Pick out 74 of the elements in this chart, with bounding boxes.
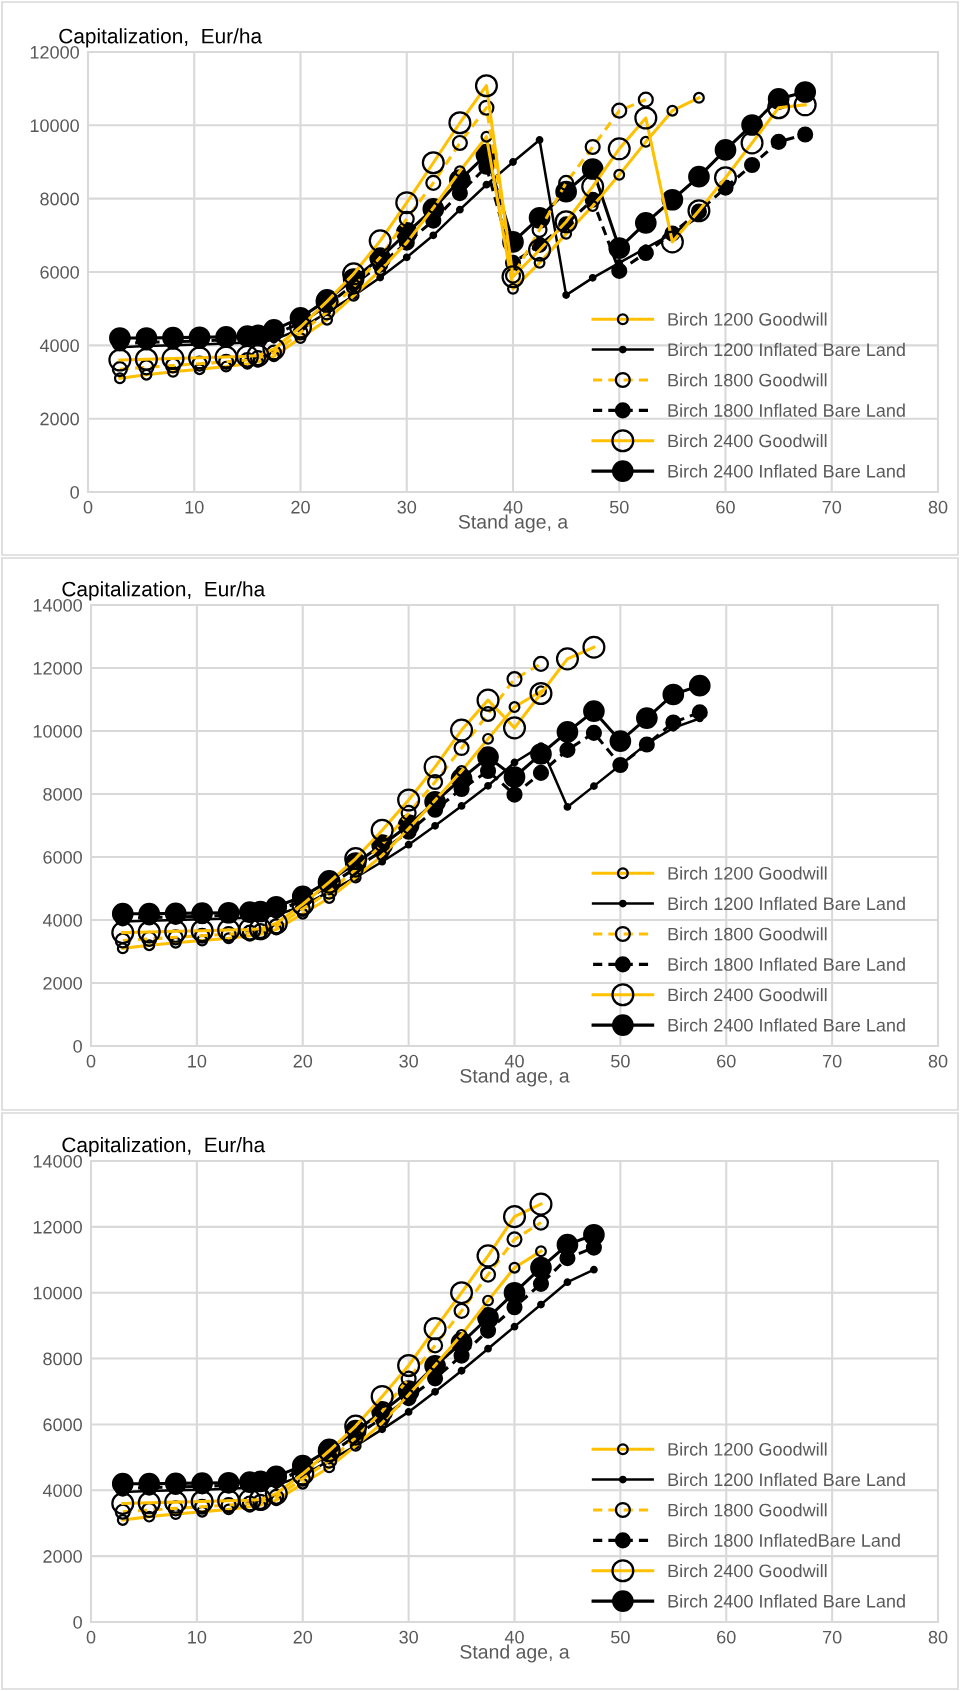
x-tick-label: 30 (397, 500, 417, 514)
legend-label: Birch 2400 Goodwill (668, 433, 827, 448)
legend-label: Birch 1200 Inflated Bare Land (668, 896, 905, 911)
x-tick-label: 50 (609, 500, 629, 514)
x-tick-label: 20 (293, 1054, 313, 1068)
y-tick-label: 2000 (43, 976, 82, 990)
y-tick-label: 4000 (39, 339, 79, 353)
x-tick-label: 40 (504, 1054, 524, 1068)
y-tick-label: 12000 (30, 45, 79, 59)
y-tick-label: 2000 (40, 412, 79, 426)
legend-label: Birch 1800 Goodwill (668, 373, 827, 387)
x-tick-label: 70 (823, 1054, 842, 1068)
y-tick-label: 10000 (33, 724, 82, 738)
y-tick-label: 2000 (43, 1550, 82, 1563)
x-tick-label: 0 (86, 1054, 96, 1068)
y-tick-label: 10000 (30, 119, 79, 133)
x-tick-label: 50 (611, 1054, 630, 1068)
y-tick-label: 14000 (33, 598, 82, 612)
legend-label: Birch 2400 Goodwill (668, 987, 827, 1002)
legend-label: Birch 1800 Inflated Bare Land (668, 403, 905, 417)
y-tick-label: 12000 (33, 1220, 82, 1234)
x-axis-title: Stand age, a (458, 514, 569, 533)
legend-label: Birch 1200 Goodwill (668, 1442, 827, 1456)
x-tick-label: 10 (188, 1630, 207, 1644)
y-tick-label: 0 (73, 1039, 82, 1053)
y-tick-label: 14000 (33, 1154, 82, 1168)
x-tick-label: 70 (823, 1630, 842, 1644)
legend-label: Birch 1800 Goodwill (668, 1503, 827, 1517)
y-tick-label: 8000 (43, 787, 82, 801)
legend-label: Birch 2400 Inflated Bare Land (668, 1594, 905, 1608)
x-tick-label: 50 (611, 1630, 630, 1644)
legend-label: Birch 1200 Inflated Bare Land (668, 1472, 905, 1487)
legend-label: Birch 2400 Goodwill (668, 1563, 827, 1578)
y-tick-label: 0 (73, 1615, 82, 1629)
x-tick-label: 80 (928, 1054, 948, 1068)
x-tick-label: 60 (716, 500, 735, 514)
y-tick-label: 12000 (33, 661, 82, 675)
y-tick-label: 6000 (40, 265, 79, 279)
legend-label: Birch 1200 Goodwill (668, 866, 827, 880)
chart-title: Capitalization, Eur/ha (62, 581, 266, 601)
x-tick-label: 80 (928, 1630, 948, 1644)
x-tick-label: 30 (399, 1054, 418, 1068)
x-tick-label: 20 (293, 1630, 313, 1644)
legend-label: Birch 1200 Goodwill (668, 312, 827, 326)
chart-title: Capitalization, Eur/ha (62, 1136, 266, 1157)
x-tick-label: 40 (504, 1630, 524, 1644)
x-tick-label: 60 (717, 1054, 736, 1068)
y-tick-label: 8000 (43, 1352, 82, 1366)
y-tick-label: 10000 (33, 1286, 82, 1300)
x-tick-label: 30 (399, 1630, 418, 1644)
y-tick-label: 4000 (42, 913, 82, 927)
x-tick-label: 80 (928, 500, 948, 514)
legend-label: Birch 1200 Inflated Bare Land (668, 342, 905, 357)
y-tick-label: 8000 (40, 192, 79, 206)
x-tick-label: 20 (291, 500, 310, 514)
legend-label: Birch 1800 Inflated Bare Land (668, 957, 905, 971)
x-tick-label: 10 (185, 500, 204, 514)
x-tick-label: 40 (503, 500, 523, 514)
y-tick-label: 4000 (42, 1484, 82, 1498)
y-tick-label: 6000 (43, 850, 82, 864)
x-tick-label: 10 (188, 1054, 207, 1068)
y-tick-label: 6000 (43, 1418, 82, 1432)
legend-label: Birch 1800 InflatedBare Land (668, 1533, 900, 1547)
legend-label: Birch 1800 Goodwill (668, 927, 827, 941)
x-tick-label: 0 (83, 500, 93, 514)
x-axis-title: Stand age, a (460, 1644, 570, 1663)
legend-label: Birch 2400 Inflated Bare Land (668, 464, 905, 478)
x-tick-label: 0 (86, 1630, 96, 1644)
x-tick-label: 60 (717, 1630, 736, 1644)
y-tick-label: 0 (70, 485, 79, 499)
legend-label: Birch 2400 Inflated Bare Land (668, 1018, 905, 1032)
chart-title: Capitalization, Eur/ha (59, 28, 263, 48)
x-tick-label: 70 (822, 500, 842, 514)
x-axis-title: Stand age, a (460, 1068, 570, 1087)
